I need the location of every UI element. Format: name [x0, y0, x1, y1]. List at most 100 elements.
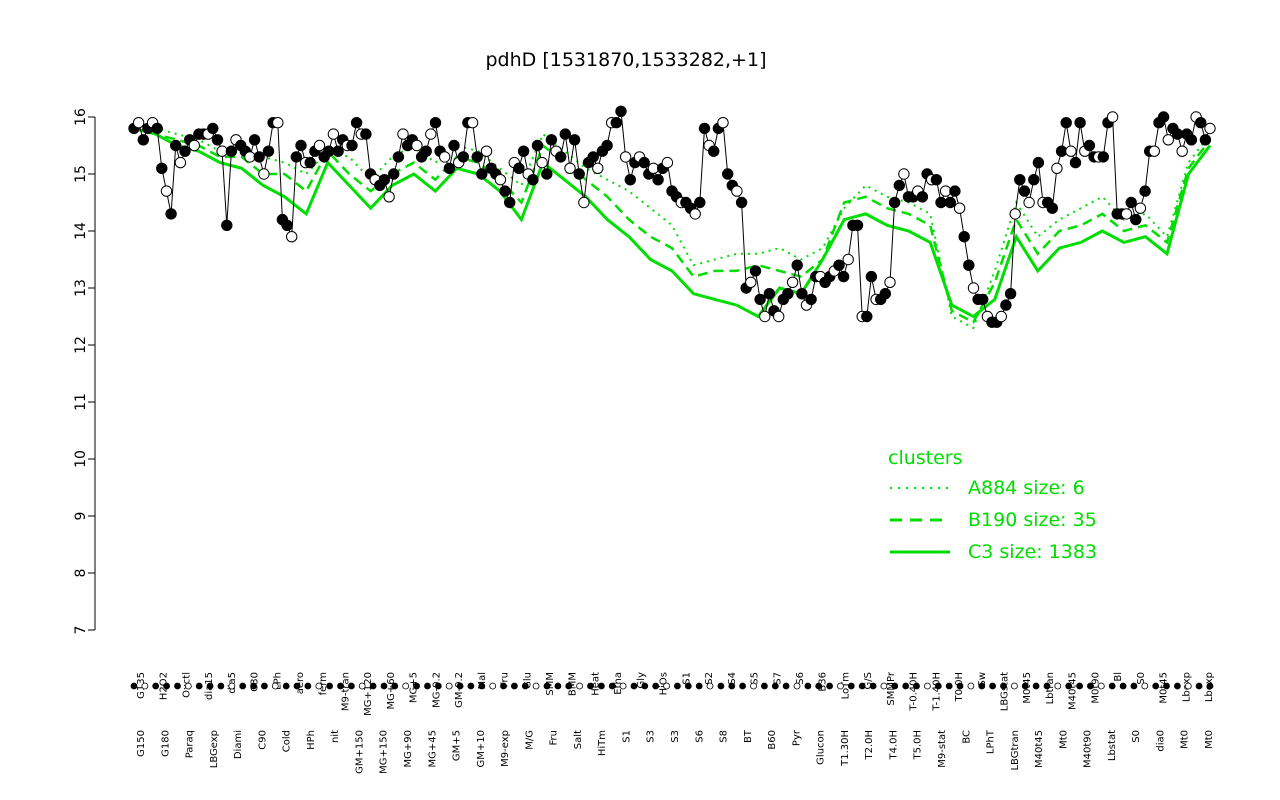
- data-point: [967, 282, 980, 294]
- data-point: [411, 139, 423, 152]
- x-axis-marker: [674, 682, 681, 690]
- x-tick-label-upper: S6: [795, 672, 806, 685]
- data-point: [898, 168, 910, 180]
- data-point: [694, 196, 706, 209]
- data-point: [796, 288, 808, 300]
- data-point: [1162, 134, 1175, 146]
- x-tick-labels: G135H2O2Oxctldia15dia5C30LPhaerofermM9-t…: [130, 671, 1215, 774]
- x-tick-label-lower: M/G: [524, 730, 535, 750]
- x-axis-marker: [500, 682, 507, 690]
- x-tick-label-upper: SMMPr: [886, 671, 897, 705]
- x-tick-label-upper: Bl: [1113, 672, 1124, 682]
- data-point: [531, 139, 544, 152]
- data-point: [1046, 202, 1059, 214]
- x-axis-marker: [445, 682, 453, 690]
- x-tick-label-lower: M40t45: [1034, 730, 1045, 768]
- data-point: [480, 145, 493, 157]
- data-point: [527, 174, 539, 186]
- data-point: [749, 265, 762, 277]
- data-point: [773, 310, 785, 323]
- x-axis-marker: [1195, 682, 1203, 690]
- data-point: [517, 145, 530, 157]
- data-point: [295, 139, 307, 152]
- data-point: [963, 259, 975, 271]
- x-axis-marker: [478, 682, 486, 690]
- data-point: [652, 174, 664, 186]
- x-axis-marker: [1130, 682, 1138, 690]
- x-axis-marker: [989, 682, 996, 690]
- data-point: [225, 145, 238, 157]
- x-tick-label-upper: Sw: [977, 672, 988, 687]
- x-axis-marker: [945, 682, 953, 690]
- data-point: [1130, 213, 1142, 226]
- data-point: [865, 270, 878, 283]
- data-point: [731, 185, 743, 197]
- x-tick-label-lower: BC: [961, 730, 972, 744]
- data-point: [559, 128, 571, 140]
- x-tick-label-upper: MG+120: [363, 672, 374, 716]
- x-tick-label-lower: Mt0: [1204, 730, 1215, 749]
- x-tick-label-upper: MG+60: [386, 672, 397, 709]
- x-tick-label-lower: S1: [622, 730, 633, 743]
- cluster-lines: [133, 121, 1212, 330]
- x-tick-label-lower: S8: [719, 730, 730, 743]
- data-point: [1014, 174, 1026, 186]
- x-axis-marker: [1076, 682, 1083, 690]
- x-axis-marker: [902, 682, 910, 690]
- x-axis-marker: [1108, 682, 1116, 690]
- x-axis-marker: [684, 682, 692, 690]
- data-point: [722, 168, 734, 180]
- data-point: [174, 156, 187, 169]
- data-point: [624, 174, 636, 186]
- data-point: [1083, 139, 1096, 152]
- data-point: [504, 196, 516, 209]
- data-point: [360, 128, 372, 140]
- x-axis-marker: [1184, 682, 1192, 690]
- data-point: [425, 128, 437, 140]
- x-tick-label-upper: G/S: [863, 672, 874, 689]
- x-tick-label-lower: S3: [670, 730, 681, 743]
- x-tick-label-lower: Glucon: [816, 730, 827, 765]
- x-axis-marker: [924, 682, 931, 690]
- data-point: [420, 145, 432, 157]
- data-point: [564, 162, 576, 175]
- x-axis-marker: [184, 682, 192, 690]
- data-point: [1074, 117, 1086, 129]
- x-axis-marker: [293, 682, 301, 690]
- data-point: [861, 310, 873, 323]
- x-axis-marker: [815, 682, 823, 690]
- data-point: [837, 270, 850, 283]
- x-axis-marker: [771, 682, 779, 690]
- x-tick-label-upper: M0t90: [1090, 672, 1101, 704]
- data-point: [1195, 117, 1207, 129]
- y-tick-label: 7: [73, 626, 89, 635]
- x-tick-label-lower: GM+5: [452, 730, 463, 761]
- data-point: [578, 196, 590, 209]
- x-tick-label-upper: S1: [681, 672, 692, 685]
- axes: 7 8 9 10 11 12 13 14 15 16: [73, 108, 96, 635]
- x-tick-label-lower: LBGexp: [209, 730, 220, 768]
- data-point: [1060, 117, 1072, 129]
- x-axis-marker: [630, 682, 638, 690]
- data-point: [466, 117, 479, 129]
- x-axis-marker: [782, 682, 790, 690]
- x-axis-marker: [663, 682, 670, 690]
- x-axis-marker: [804, 682, 812, 690]
- data-point: [327, 128, 340, 140]
- x-tick-label-upper: C30: [250, 672, 261, 692]
- data-point: [842, 253, 854, 266]
- x-axis-marker: [608, 682, 616, 690]
- data-point: [995, 310, 1007, 323]
- x-tick-label-lower: T2.0H: [864, 730, 875, 761]
- y-tick-label: 16: [73, 108, 89, 126]
- data-point: [619, 151, 632, 163]
- x-tick-label-lower: Fru: [549, 730, 560, 745]
- x-tick-label-lower: nit: [330, 730, 341, 743]
- x-axis-marker: [1043, 682, 1051, 690]
- data-point: [1032, 156, 1045, 169]
- x-tick-label-upper: SMM: [545, 672, 556, 696]
- x-tick-label-upper: MG-0.2: [431, 672, 442, 708]
- x-axis-marker: [1065, 682, 1073, 690]
- data-point: [397, 128, 409, 140]
